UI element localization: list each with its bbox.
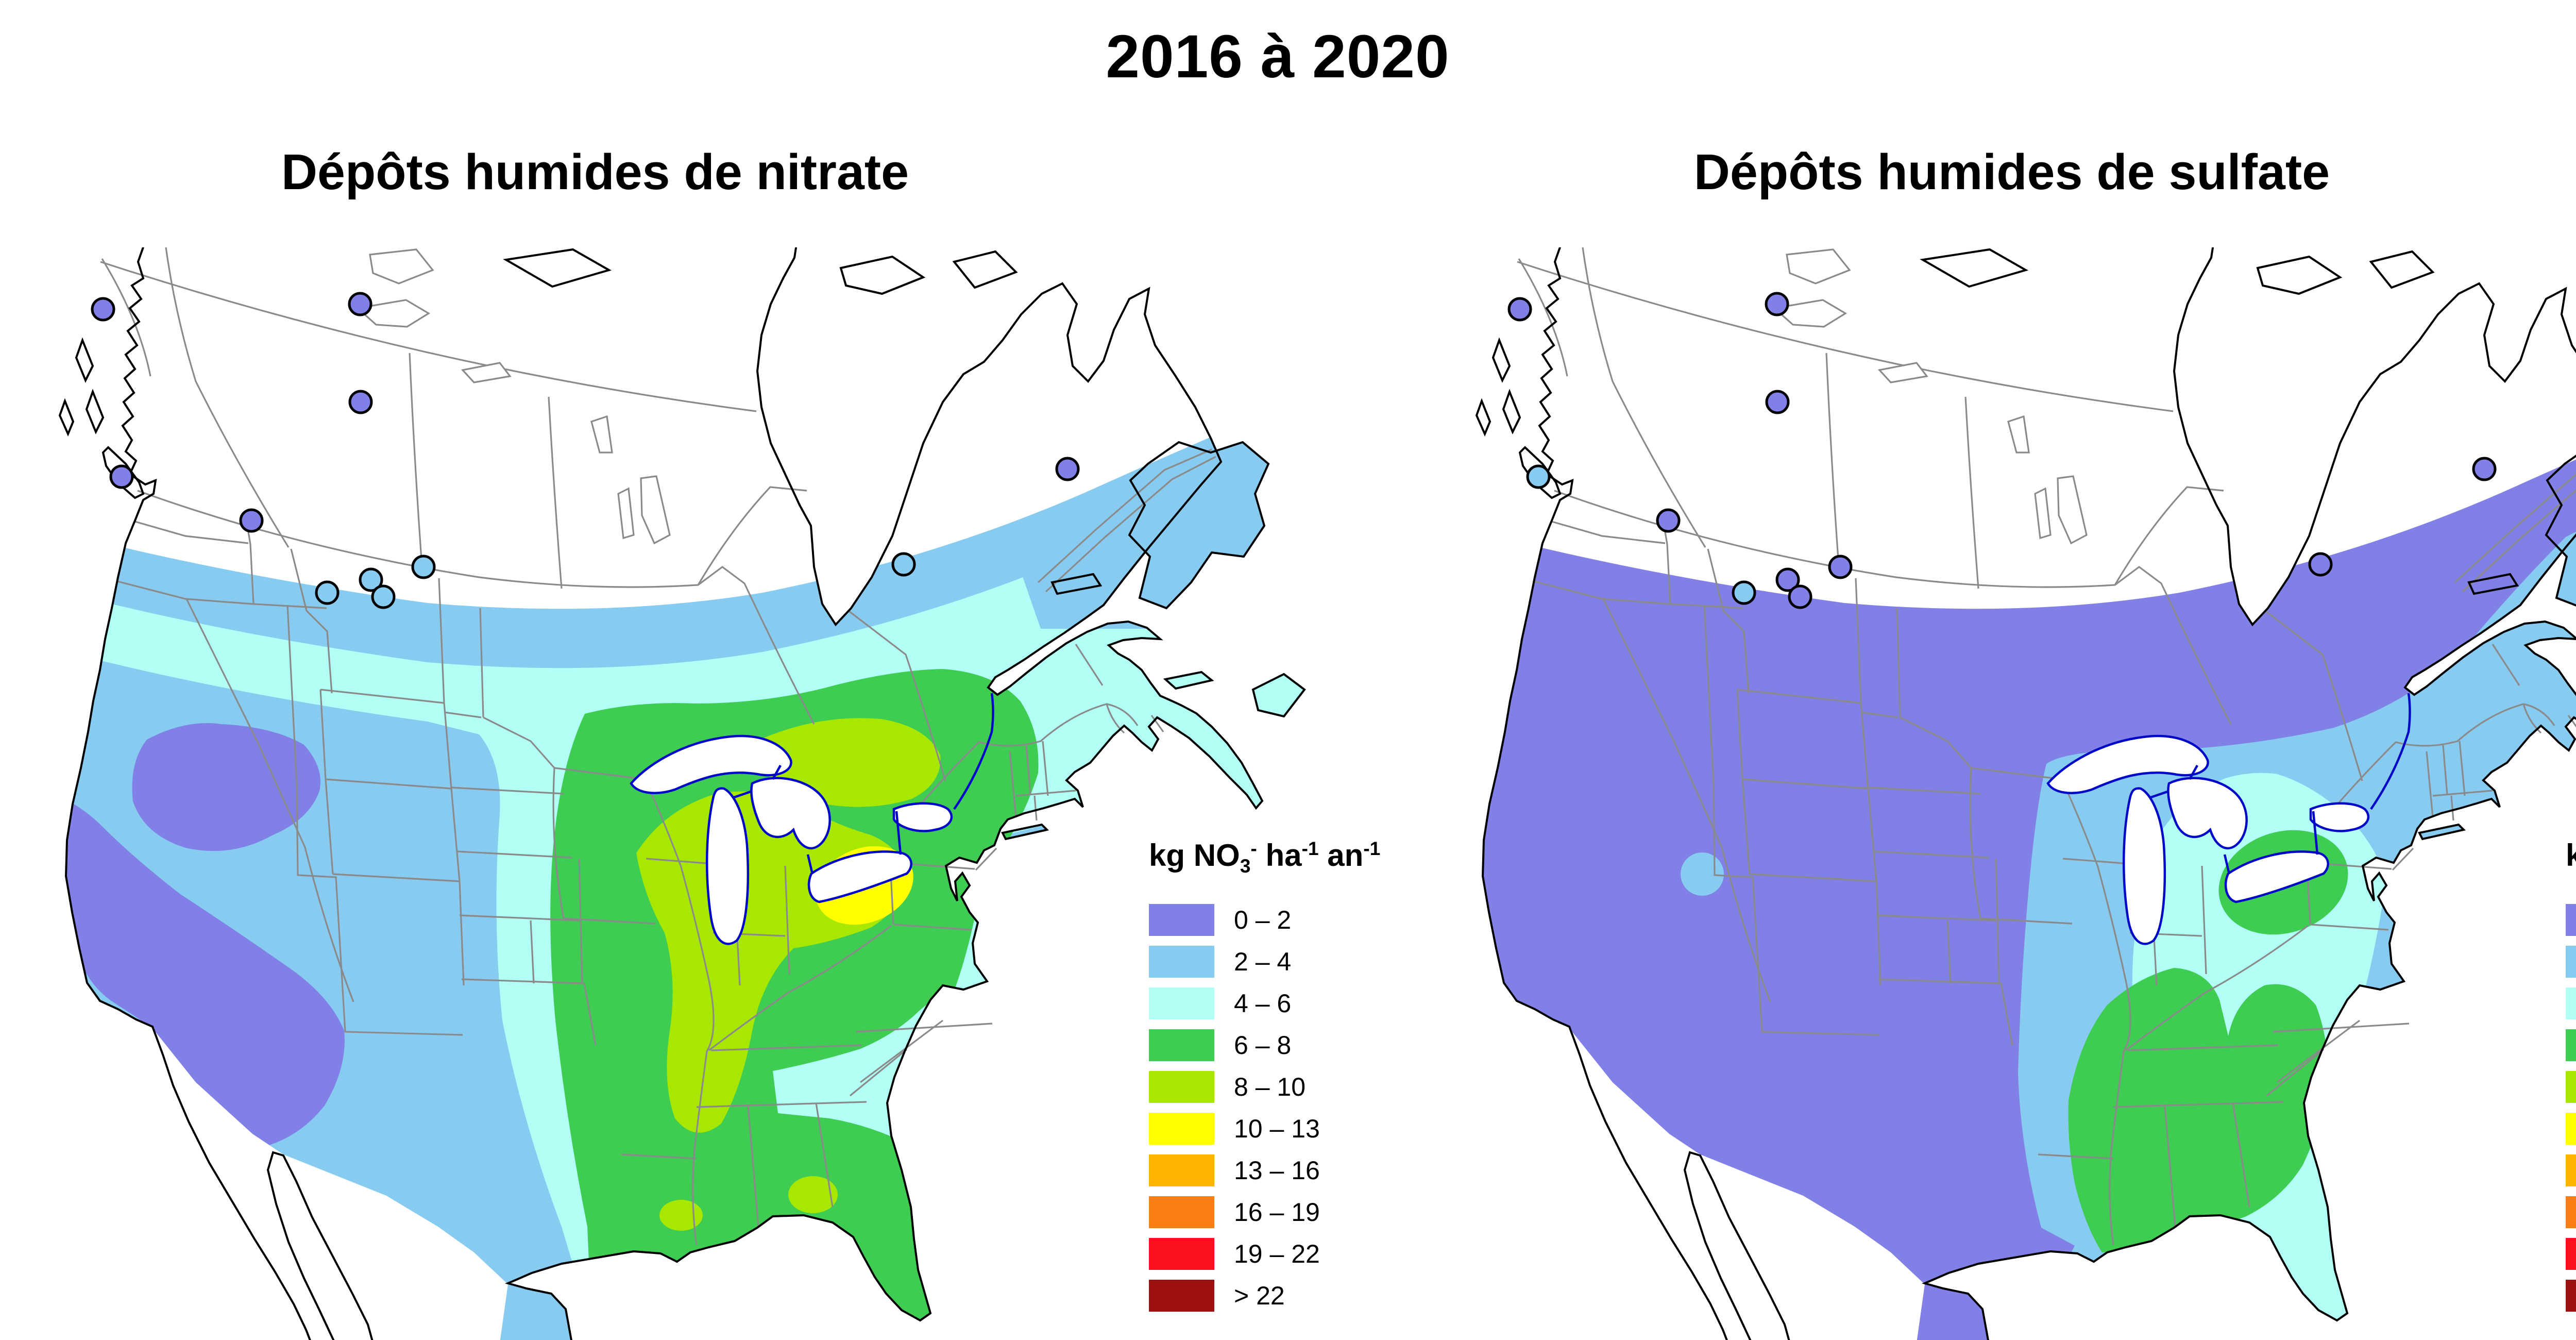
- monitoring-site-dot: [1656, 508, 1681, 533]
- legend-title-part: kg xSO: [2566, 838, 2576, 873]
- legend-swatch: [2566, 1238, 2576, 1270]
- legend-label: 2 – 4: [1234, 947, 1292, 976]
- legend-row: 26 – 30: [2566, 1238, 2576, 1270]
- map-nitrate-svg: [15, 247, 1473, 1340]
- monitoring-site-dot: [91, 297, 115, 322]
- monitoring-site-dot: [1765, 292, 1789, 316]
- legend-row: 4 – 6: [2566, 987, 2576, 1019]
- legend-label: 16 – 19: [1234, 1198, 1320, 1227]
- legend-swatch: [2566, 1071, 2576, 1103]
- legend-swatch: [1149, 1196, 1214, 1228]
- legend-row: 16 – 19: [1149, 1196, 1437, 1228]
- legend-swatch: [2566, 987, 2576, 1019]
- monitoring-site-dot: [239, 508, 264, 533]
- legend-label: 4 – 6: [1234, 989, 1292, 1018]
- monitoring-site-dot: [411, 555, 436, 579]
- legend-row: 13 – 16: [1149, 1154, 1437, 1186]
- legend-title-part: -1: [1363, 837, 1381, 859]
- monitoring-site-dot: [1788, 584, 1812, 609]
- monitoring-site-dot: [371, 584, 396, 609]
- legend-swatch: [2566, 946, 2576, 978]
- map-title-nitrate: Dépôts humides de nitrate: [281, 144, 909, 200]
- legend-swatch: [2566, 1113, 2576, 1145]
- legend-title-part: -1: [1301, 837, 1319, 859]
- legend-row: 14 – 18: [2566, 1113, 2576, 1145]
- legend-row: 8 – 10: [1149, 1071, 1437, 1103]
- legend-row: 22 – 26: [2566, 1196, 2576, 1228]
- legend-swatch: [2566, 1029, 2576, 1061]
- legend-row: > 30: [2566, 1280, 2576, 1312]
- map-title-sulfate: Dépôts humides de sulfate: [1693, 144, 2330, 200]
- legend-swatch: [2566, 904, 2576, 936]
- legend-row: 19 – 22: [1149, 1238, 1437, 1270]
- legend-swatch: [2566, 1196, 2576, 1228]
- map-sulfate: [1432, 247, 2576, 1340]
- legend-swatch: [1149, 1154, 1214, 1186]
- monitoring-site-dot: [315, 580, 340, 605]
- monitoring-site-dot: [1732, 580, 1756, 605]
- legend-swatch: [1149, 1029, 1214, 1061]
- legend-label: 19 – 22: [1234, 1239, 1320, 1268]
- monitoring-site-dot: [1775, 567, 1800, 592]
- monitoring-site-dot: [1055, 457, 1080, 481]
- legend-swatch: [1149, 1071, 1214, 1103]
- legend-swatch: [1149, 1238, 1214, 1270]
- legend-sulfate: kg xSO42- ha-1 an-1 0 – 2 2 – 4 4 – 6 6 – 1…: [2566, 837, 2576, 1321]
- legend-row: 6 – 10: [2566, 1029, 2576, 1061]
- monitoring-site-dot: [1526, 464, 1551, 489]
- legend-label: > 22: [1234, 1281, 1285, 1310]
- monitoring-site-dot: [2308, 552, 2333, 577]
- legend-row: 0 – 2: [1149, 904, 1437, 936]
- legend-title-part: ha: [1257, 838, 1302, 873]
- legend-row: 2 – 4: [1149, 946, 1437, 978]
- legend-row: 2 – 4: [2566, 946, 2576, 978]
- legend-row: 0 – 2: [2566, 904, 2576, 936]
- monitoring-site-dot: [1765, 390, 1790, 414]
- legend-title-part: 3: [1240, 855, 1251, 877]
- legend-title-part: an: [1318, 838, 1364, 873]
- monitoring-site-dot: [1828, 555, 1853, 579]
- legend-swatch: [2566, 1280, 2576, 1312]
- legend-row: 6 – 8: [1149, 1029, 1437, 1061]
- legend-label: 6 – 8: [1234, 1031, 1292, 1060]
- legend-label: 13 – 16: [1234, 1156, 1320, 1185]
- legend-swatch: [1149, 1113, 1214, 1145]
- legend-swatch: [2566, 1154, 2576, 1186]
- monitoring-site-dot: [359, 567, 383, 592]
- monitoring-site-dots-nitrate: [91, 292, 1080, 609]
- monitoring-site-dots-sulfate: [1507, 292, 2497, 609]
- monitoring-site-dot: [891, 552, 916, 577]
- legend-title-part: kg NO: [1149, 838, 1240, 873]
- legend-title-nitrate: kg NO3- ha-1 an-1: [1149, 837, 1437, 877]
- legend-label: 8 – 10: [1234, 1073, 1306, 1101]
- monitoring-site-dot: [348, 292, 372, 316]
- monitoring-site-dot: [348, 390, 373, 414]
- legend-swatch: [1149, 1280, 1214, 1312]
- legend-title-sulfate: kg xSO42- ha-1 an-1: [2566, 837, 2576, 877]
- legend-swatch: [1149, 946, 1214, 978]
- map-nitrate: [15, 247, 1473, 1340]
- monitoring-site-dot: [2472, 457, 2497, 481]
- legend-row: 10 – 13: [1149, 1113, 1437, 1145]
- legend-title-part: -: [1250, 837, 1257, 859]
- monitoring-site-dot: [109, 464, 134, 489]
- legend-label: 10 – 13: [1234, 1114, 1320, 1143]
- legend-label: 0 – 2: [1234, 906, 1292, 934]
- legend-swatch: [1149, 904, 1214, 936]
- legend-row: 10 – 14: [2566, 1071, 2576, 1103]
- map-sulfate-svg: [1432, 247, 2576, 1340]
- legend-row: 4 – 6: [1149, 987, 1437, 1019]
- legend-row: 18 – 22: [2566, 1154, 2576, 1186]
- monitoring-site-dot: [1507, 297, 1532, 322]
- legend-swatch: [1149, 987, 1214, 1019]
- legend-row: > 22: [1149, 1280, 1437, 1312]
- page-title: 2016 à 2020: [1106, 23, 1450, 91]
